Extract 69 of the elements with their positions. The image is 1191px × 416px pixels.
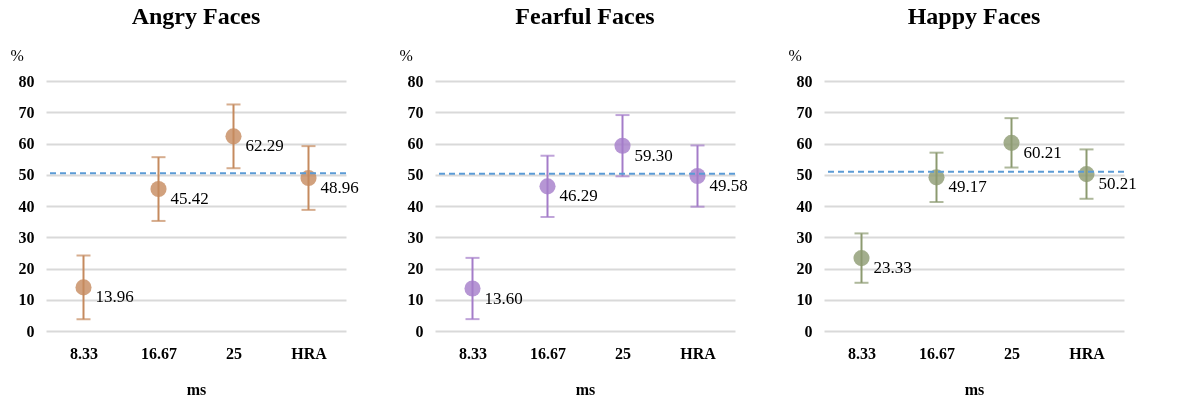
point bbox=[853, 250, 870, 267]
y-axis-title: % bbox=[399, 46, 413, 64]
data-label: 50.21 bbox=[1098, 174, 1137, 194]
chart-title: Fearful Faces bbox=[515, 3, 655, 29]
data-label: 49.17 bbox=[948, 177, 988, 197]
data-label: 13.96 bbox=[95, 287, 134, 307]
y-tick-label: 30 bbox=[407, 228, 424, 246]
point bbox=[75, 279, 92, 296]
point bbox=[539, 178, 556, 195]
y-tick-label: 0 bbox=[415, 322, 424, 340]
x-tick-label: HRA bbox=[1069, 344, 1106, 362]
data-label: 23.33 bbox=[873, 258, 912, 278]
chart-title: Angry Faces bbox=[131, 3, 261, 29]
y-tick-label: 20 bbox=[796, 260, 813, 277]
y-tick-label: 30 bbox=[18, 228, 35, 246]
data-label: 49.58 bbox=[709, 176, 748, 196]
point bbox=[614, 137, 631, 154]
x-axis-title: ms bbox=[186, 380, 207, 398]
data-label: 46.29 bbox=[559, 186, 598, 206]
data-label: 45.42 bbox=[170, 189, 209, 209]
x-tick-label: HRA bbox=[680, 344, 717, 362]
y-tick-label: 60 bbox=[407, 135, 424, 152]
y-tick-label: 70 bbox=[407, 103, 424, 121]
data-label: 48.96 bbox=[320, 178, 359, 197]
y-tick-label: 30 bbox=[796, 228, 813, 246]
x-tick-label: 8.33 bbox=[70, 344, 98, 362]
data-label: 62.29 bbox=[245, 136, 284, 156]
point bbox=[1003, 134, 1020, 151]
x-tick-label: 16.67 bbox=[141, 344, 177, 362]
x-tick-label: 16.67 bbox=[530, 344, 566, 362]
x-axis-title: ms bbox=[575, 380, 596, 398]
x-tick-label: 25 bbox=[1004, 344, 1020, 362]
y-tick-label: 60 bbox=[796, 135, 813, 152]
y-tick-label: 50 bbox=[18, 166, 35, 184]
point bbox=[150, 181, 167, 198]
y-tick-label: 80 bbox=[407, 72, 424, 90]
y-tick-label: 40 bbox=[18, 197, 35, 215]
point bbox=[464, 280, 481, 297]
x-tick-label: 8.33 bbox=[848, 344, 876, 362]
x-tick-label: 25 bbox=[226, 344, 242, 362]
y-tick-label: 80 bbox=[18, 72, 35, 90]
x-tick-label: HRA bbox=[291, 344, 328, 362]
x-tick-label: 8.33 bbox=[459, 344, 487, 362]
y-tick-label: 20 bbox=[18, 260, 35, 277]
y-axis-title: % bbox=[10, 46, 24, 64]
y-tick-label: 10 bbox=[407, 291, 424, 309]
y-tick-label: 50 bbox=[407, 166, 424, 184]
chart-title: Happy Faces bbox=[907, 3, 1041, 29]
x-tick-label: 25 bbox=[615, 344, 631, 362]
y-tick-label: 10 bbox=[18, 291, 35, 309]
y-tick-label: 40 bbox=[407, 197, 424, 215]
y-tick-label: 60 bbox=[18, 135, 35, 152]
y-tick-label: 10 bbox=[796, 291, 813, 309]
y-tick-label: 70 bbox=[796, 103, 813, 121]
data-label: 60.21 bbox=[1023, 142, 1062, 162]
y-tick-label: 0 bbox=[804, 322, 813, 340]
x-tick-label: 16.67 bbox=[919, 344, 955, 362]
y-tick-label: 70 bbox=[18, 103, 35, 121]
y-axis-title: % bbox=[788, 46, 802, 64]
x-axis-title: ms bbox=[964, 380, 985, 398]
point bbox=[225, 128, 242, 145]
y-tick-label: 40 bbox=[796, 197, 813, 215]
y-tick-label: 20 bbox=[407, 260, 424, 277]
data-label: 13.60 bbox=[484, 288, 523, 308]
y-tick-label: 50 bbox=[796, 166, 813, 184]
y-tick-label: 80 bbox=[796, 72, 813, 90]
point bbox=[928, 169, 945, 186]
data-label: 59.30 bbox=[634, 145, 673, 165]
y-tick-label: 0 bbox=[26, 322, 35, 340]
